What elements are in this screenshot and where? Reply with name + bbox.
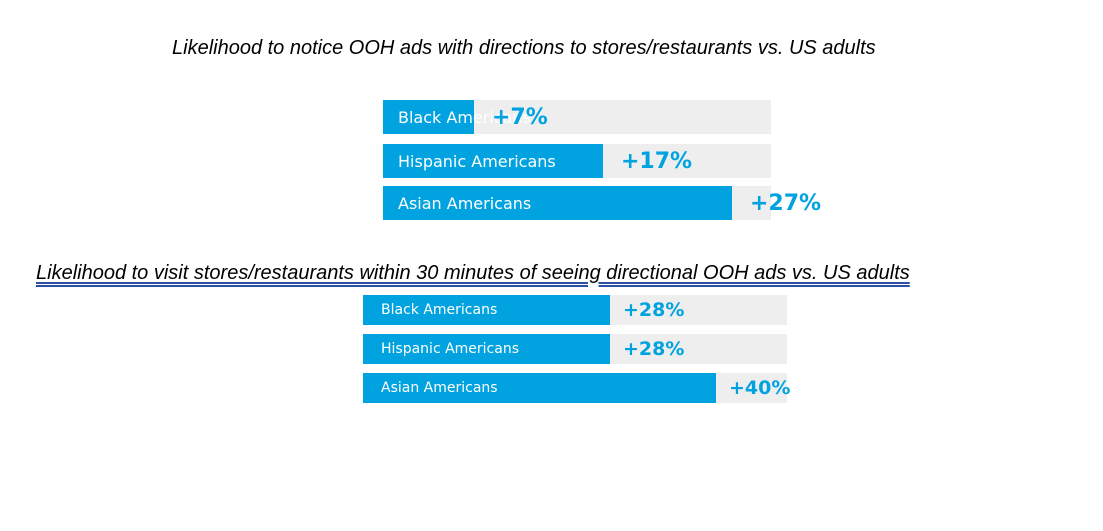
bar-value-label: +17% <box>621 148 693 174</box>
bar-value-label: +40% <box>729 377 791 399</box>
bar-category-label: Black Americans <box>381 302 498 318</box>
bar-category-label: Hispanic Americans <box>381 341 520 357</box>
bar-value-label: +7% <box>492 104 548 130</box>
bar-track-black-americans: Black Americans +28% <box>363 295 787 325</box>
chart-title-visit: Likelihood to visit stores/restaurants w… <box>36 262 910 284</box>
visit-bar-chart: Black Americans +28% Hispanic Americans +28… <box>363 290 791 408</box>
bar-asian-americans <box>363 373 716 403</box>
bar-value-label: +27% <box>750 190 822 216</box>
bar-category-label: Hispanic Americans <box>398 151 556 171</box>
bar-value-label: +28% <box>623 338 685 360</box>
bar-hispanic-americans <box>383 144 603 178</box>
bar-track-asian-americans: Asian Americans +40% <box>363 373 791 403</box>
bar-category-label: Asian Americans <box>381 380 498 396</box>
bar-track-hispanic-americans: Hispanic Americans +17% <box>383 144 771 178</box>
bar-category-label: Black Americans <box>398 107 531 127</box>
bar-track-hispanic-americans: Hispanic Americans +28% <box>363 334 787 364</box>
bar-category-label: Asian Americans <box>398 193 532 213</box>
bar-black-americans <box>383 100 474 134</box>
chart-title-notice: Likelihood to notice OOH ads with direct… <box>172 37 876 59</box>
bar-value-label: +28% <box>623 299 685 321</box>
notice-bar-chart: Black Americans +7% Hispanic Americans +17%… <box>383 100 821 220</box>
bar-asian-americans <box>383 186 732 220</box>
bar-hispanic-americans <box>363 334 610 364</box>
bar-track-black-americans: Black Americans +7% <box>383 100 771 134</box>
bar-track-asian-americans: Asian Americans +27% <box>383 186 821 220</box>
bar-black-americans <box>363 295 610 325</box>
